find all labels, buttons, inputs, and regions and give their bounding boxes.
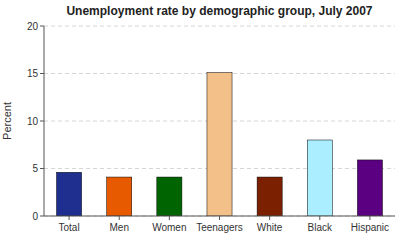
y-tick-label: 10 xyxy=(27,116,39,127)
x-tick-label: Teenagers xyxy=(196,222,243,233)
y-tick xyxy=(40,168,44,169)
x-tick-label: White xyxy=(257,222,283,233)
y-tick xyxy=(40,73,44,74)
y-tick-label: 15 xyxy=(27,68,39,79)
x-tick xyxy=(269,216,270,220)
bars xyxy=(57,73,383,216)
chart-container: Unemployment rate by demographic group, … xyxy=(0,0,401,238)
x-tick xyxy=(319,216,320,220)
y-axis-label: Percent xyxy=(1,102,13,140)
chart-svg: Unemployment rate by demographic group, … xyxy=(0,0,401,238)
bar xyxy=(307,140,332,216)
x-tick xyxy=(169,216,170,220)
bar xyxy=(257,177,282,216)
x-tick-label: Men xyxy=(109,222,128,233)
x-tick xyxy=(219,216,220,220)
y-tick-label: 0 xyxy=(32,211,38,222)
x-tick xyxy=(69,216,70,220)
y-tick-label: 20 xyxy=(27,21,39,32)
y-tick xyxy=(40,216,44,217)
bar xyxy=(357,160,382,216)
x-tick-label: Hispanic xyxy=(351,222,389,233)
x-tick-label: Black xyxy=(308,222,333,233)
x-tick xyxy=(369,216,370,220)
bar xyxy=(207,73,232,216)
x-tick-label: Total xyxy=(59,222,80,233)
bar xyxy=(157,177,182,216)
y-tick xyxy=(40,121,44,122)
bar xyxy=(107,177,132,216)
y-tick-label: 5 xyxy=(32,163,38,174)
chart-title: Unemployment rate by demographic group, … xyxy=(66,4,372,18)
x-tick xyxy=(119,216,120,220)
grid-line xyxy=(44,26,395,27)
x-tick-label: Women xyxy=(152,222,186,233)
grid xyxy=(44,26,395,216)
y-axis-line xyxy=(44,26,45,216)
y-tick xyxy=(40,26,44,27)
bar xyxy=(57,172,82,216)
